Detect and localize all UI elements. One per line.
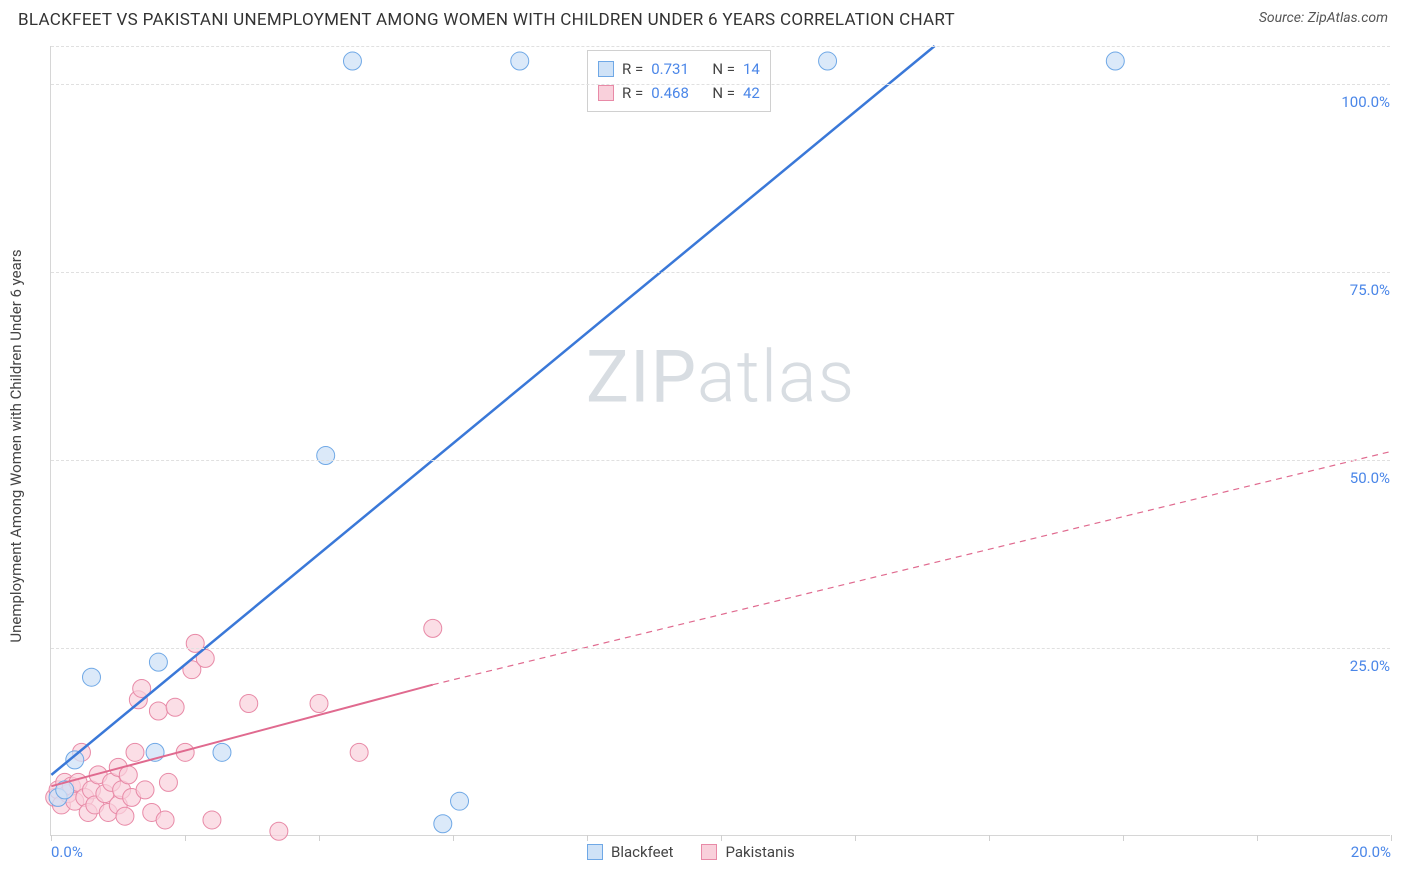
- data-point: [317, 447, 335, 465]
- chart-plot-area: ZIPatlas R = 0.731 N = 14 R = 0.468 N = …: [50, 46, 1390, 836]
- x-tick: [1391, 835, 1392, 841]
- data-point: [350, 743, 368, 761]
- data-point: [166, 698, 184, 716]
- data-point: [819, 52, 837, 70]
- x-tick: [1257, 835, 1258, 841]
- correlation-legend: R = 0.731 N = 14 R = 0.468 N = 42: [587, 50, 771, 112]
- swatch-pakistanis: [701, 844, 717, 860]
- x-tick: [453, 835, 454, 841]
- legend-label-blackfeet: Blackfeet: [611, 843, 673, 861]
- data-point: [451, 792, 469, 810]
- scatter-svg: [51, 46, 1390, 835]
- legend-item-blackfeet: Blackfeet: [587, 843, 673, 861]
- swatch-blackfeet: [598, 61, 614, 77]
- trend-line: [51, 46, 934, 775]
- legend-row-blackfeet: R = 0.731 N = 14: [598, 57, 760, 81]
- trend-line: [433, 452, 1390, 685]
- legend-item-pakistanis: Pakistanis: [701, 843, 794, 861]
- x-tick: [721, 835, 722, 841]
- y-tick-label: 25.0%: [1348, 657, 1392, 675]
- y-tick-label: 100.0%: [1339, 93, 1392, 111]
- data-point: [240, 695, 258, 713]
- gridline: [51, 84, 1390, 85]
- data-point: [343, 52, 361, 70]
- data-point: [116, 807, 134, 825]
- chart-title: BLACKFEET VS PAKISTANI UNEMPLOYMENT AMON…: [18, 10, 955, 30]
- r-value-blackfeet: 0.731: [651, 57, 689, 81]
- data-point: [149, 702, 167, 720]
- x-tick-label: 20.0%: [1351, 843, 1391, 861]
- x-tick: [51, 835, 52, 841]
- swatch-pakistanis: [598, 85, 614, 101]
- series-legend: Blackfeet Pakistanis: [587, 843, 795, 861]
- gridline: [51, 648, 1390, 649]
- n-label: N =: [712, 57, 735, 81]
- y-tick-label: 75.0%: [1348, 281, 1392, 299]
- y-axis-label: Unemployment Among Women with Children U…: [7, 249, 25, 642]
- source-attribution: Source: ZipAtlas.com: [1259, 10, 1388, 26]
- gridline: [51, 46, 1390, 47]
- data-point: [149, 653, 167, 671]
- data-point: [159, 773, 177, 791]
- y-tick-label: 50.0%: [1348, 469, 1392, 487]
- data-point: [126, 743, 144, 761]
- data-point: [310, 695, 328, 713]
- data-point: [119, 766, 137, 784]
- x-tick-label: 0.0%: [51, 843, 83, 861]
- data-point: [213, 743, 231, 761]
- data-point: [270, 822, 288, 840]
- data-point: [83, 668, 101, 686]
- data-point: [156, 811, 174, 829]
- n-value-blackfeet: 14: [743, 57, 760, 81]
- x-tick: [855, 835, 856, 841]
- gridline: [51, 272, 1390, 273]
- data-point: [136, 781, 154, 799]
- data-point: [203, 811, 221, 829]
- legend-label-pakistanis: Pakistanis: [725, 843, 794, 861]
- x-tick: [587, 835, 588, 841]
- x-tick: [319, 835, 320, 841]
- swatch-blackfeet: [587, 844, 603, 860]
- x-tick: [185, 835, 186, 841]
- data-point: [1106, 52, 1124, 70]
- data-point: [511, 52, 529, 70]
- r-label: R =: [622, 57, 643, 81]
- data-point: [424, 619, 442, 637]
- gridline: [51, 460, 1390, 461]
- data-point: [434, 815, 452, 833]
- x-tick: [989, 835, 990, 841]
- x-tick: [1123, 835, 1124, 841]
